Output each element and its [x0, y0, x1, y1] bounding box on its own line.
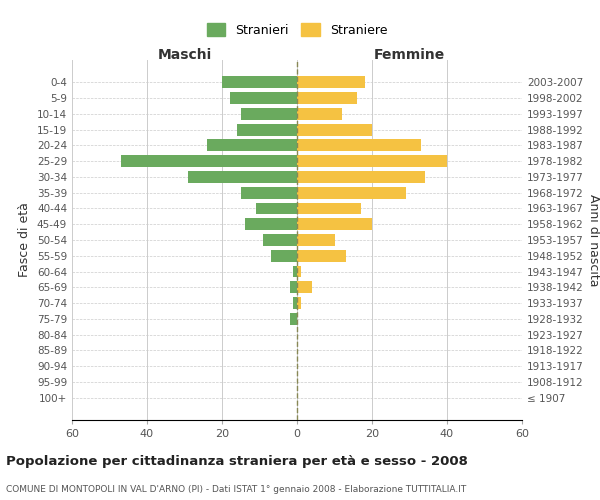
Bar	[241, 187, 297, 198]
Bar	[297, 140, 421, 151]
Bar	[263, 234, 297, 246]
Bar	[297, 92, 357, 104]
Bar	[297, 155, 447, 167]
Bar	[290, 313, 297, 325]
Y-axis label: Anni di nascita: Anni di nascita	[587, 194, 600, 286]
Bar	[188, 171, 297, 183]
Bar	[293, 297, 297, 309]
Bar	[241, 108, 297, 120]
Bar	[297, 108, 342, 120]
Bar	[297, 234, 335, 246]
Bar	[271, 250, 297, 262]
Bar	[293, 266, 297, 278]
Text: Femmine: Femmine	[374, 48, 445, 62]
Bar	[245, 218, 297, 230]
Y-axis label: Fasce di età: Fasce di età	[19, 202, 31, 278]
Text: Maschi: Maschi	[157, 48, 212, 62]
Bar	[297, 171, 425, 183]
Text: Popolazione per cittadinanza straniera per età e sesso - 2008: Popolazione per cittadinanza straniera p…	[6, 455, 468, 468]
Bar	[290, 282, 297, 293]
Text: COMUNE DI MONTOPOLI IN VAL D'ARNO (PI) - Dati ISTAT 1° gennaio 2008 - Elaborazio: COMUNE DI MONTOPOLI IN VAL D'ARNO (PI) -…	[6, 485, 466, 494]
Bar	[237, 124, 297, 136]
Bar	[297, 297, 301, 309]
Bar	[297, 202, 361, 214]
Bar	[207, 140, 297, 151]
Bar	[297, 124, 372, 136]
Bar	[229, 92, 297, 104]
Bar	[297, 282, 312, 293]
Bar	[297, 76, 365, 88]
Bar	[222, 76, 297, 88]
Bar	[297, 250, 346, 262]
Bar	[121, 155, 297, 167]
Legend: Stranieri, Straniere: Stranieri, Straniere	[203, 20, 391, 40]
Bar	[256, 202, 297, 214]
Bar	[297, 187, 406, 198]
Bar	[297, 218, 372, 230]
Bar	[297, 266, 301, 278]
